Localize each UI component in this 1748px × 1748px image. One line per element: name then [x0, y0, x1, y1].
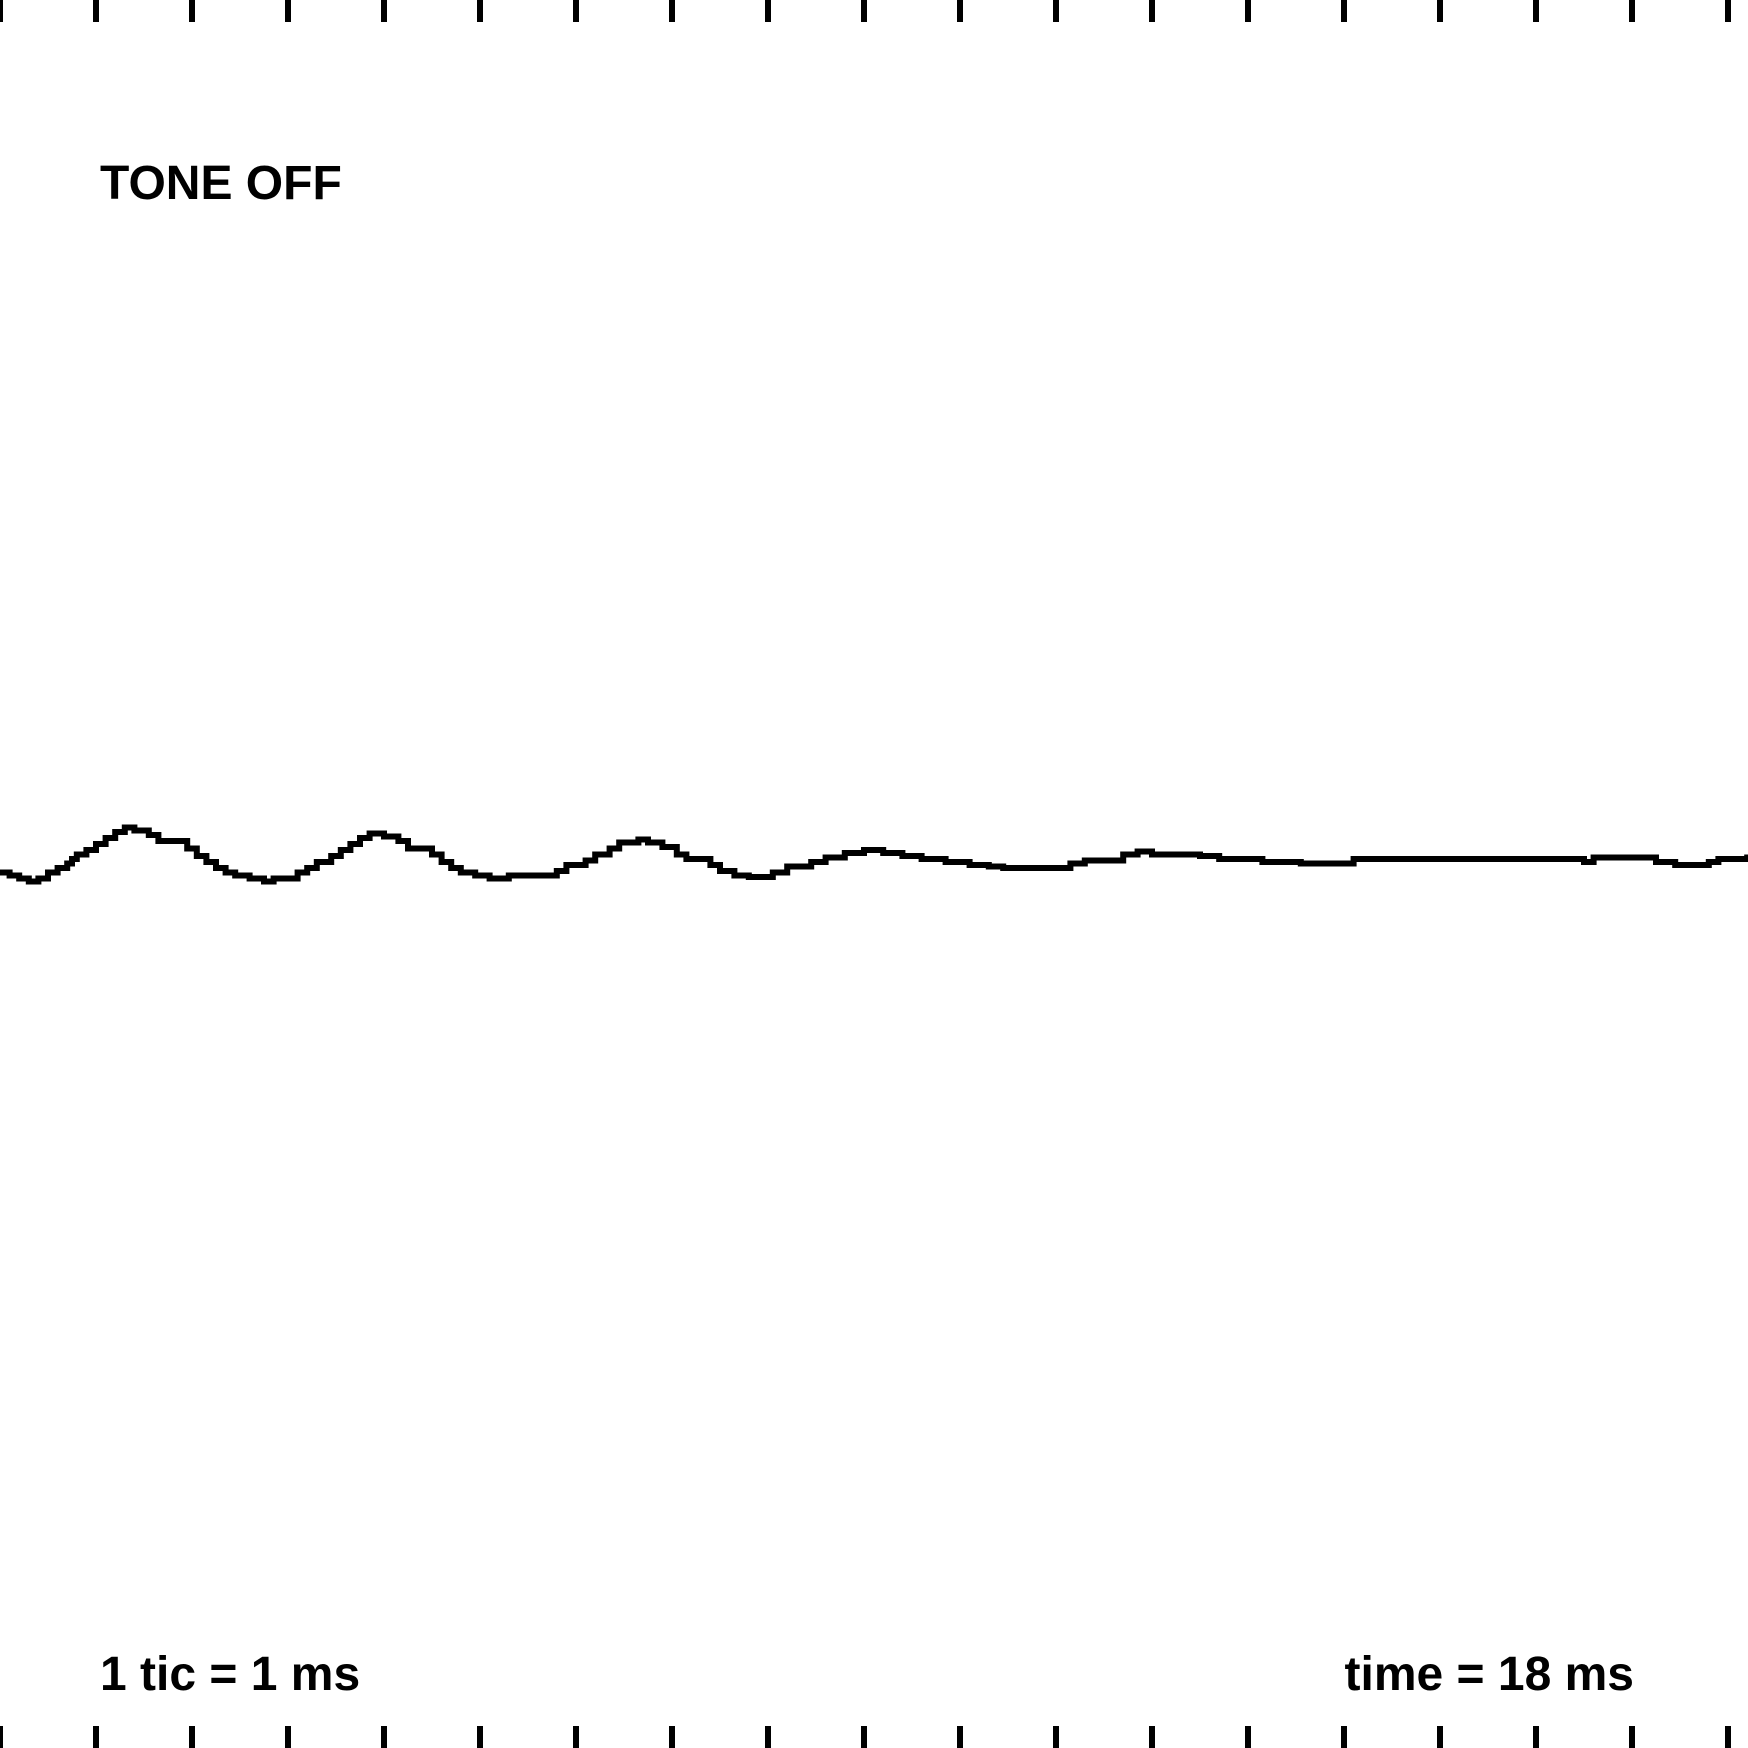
waveform-trace [0, 824, 1748, 885]
bottom-tick-marks [0, 1726, 1731, 1748]
top-tick-marks [0, 0, 1731, 22]
tone-status-label: TONE OFF [100, 157, 342, 210]
tick-scale-label: 1 tic = 1 ms [100, 1648, 360, 1701]
elapsed-time-label: time = 18 ms [1345, 1648, 1635, 1701]
